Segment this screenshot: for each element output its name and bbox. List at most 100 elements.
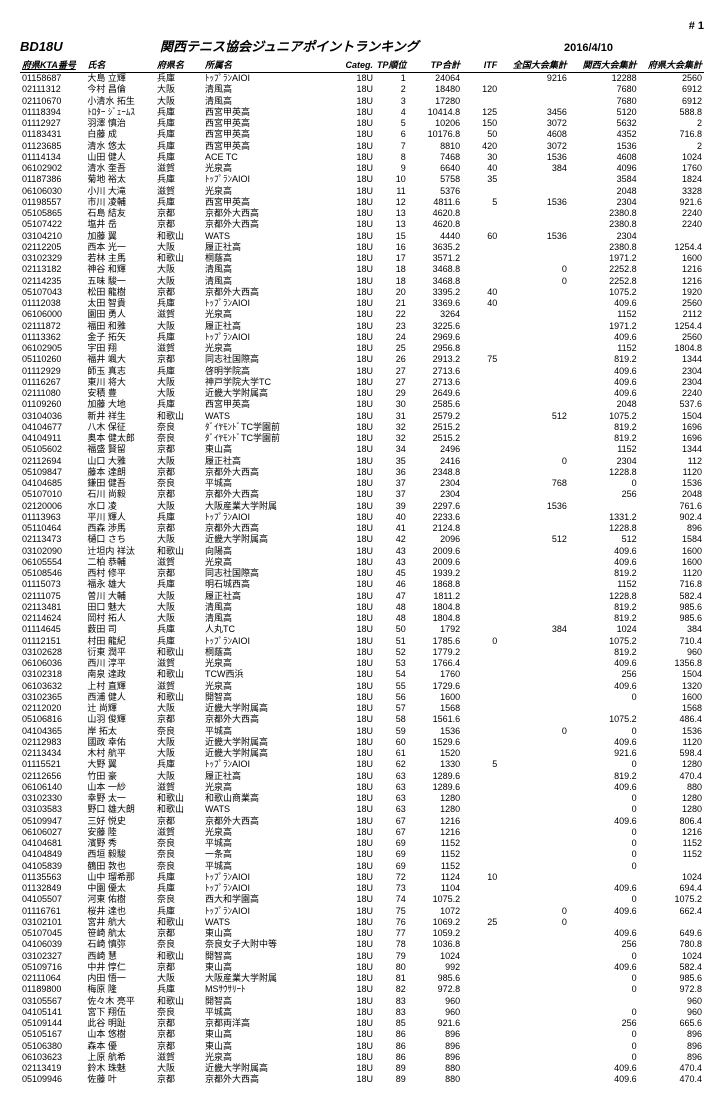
cell: 石島 結友 bbox=[85, 208, 155, 219]
cell: 兵庫 bbox=[155, 197, 203, 208]
cell: 1344 bbox=[639, 444, 704, 455]
cell: 18U bbox=[327, 681, 375, 692]
cell: 1104 bbox=[408, 883, 462, 894]
table-row: 01112927羽澤 慎治兵庫西宮甲英高18U51020615030725632… bbox=[20, 118, 704, 129]
cell bbox=[639, 231, 704, 242]
cell: 西大和学園高 bbox=[203, 894, 327, 905]
cell: 0 bbox=[569, 849, 639, 860]
cell bbox=[462, 242, 499, 253]
cell: 40 bbox=[462, 163, 499, 174]
cell: 63 bbox=[375, 793, 408, 804]
cell: 和歌山 bbox=[155, 669, 203, 680]
cell: 2649.6 bbox=[408, 388, 462, 399]
cell: 2304 bbox=[639, 366, 704, 377]
cell: 01115521 bbox=[20, 759, 85, 770]
cell bbox=[462, 579, 499, 590]
cell: 明石城西高 bbox=[203, 579, 327, 590]
cell: 奈良 bbox=[155, 939, 203, 950]
table-row: 02113481田口 魅大大阪清風高18U481804.8819.2985.6 bbox=[20, 602, 704, 613]
cell: 大阪 bbox=[155, 377, 203, 388]
cell: 東山高 bbox=[203, 444, 327, 455]
col-categ: Categ. bbox=[327, 57, 375, 73]
cell: 兵庫 bbox=[155, 624, 203, 635]
cell: 1804.8 bbox=[639, 343, 704, 354]
cell: 和歌山 bbox=[155, 647, 203, 658]
cell: 470.4 bbox=[639, 771, 704, 782]
cell: 18U bbox=[327, 1052, 375, 1063]
title-left: BD18U bbox=[20, 39, 160, 54]
cell: 7468 bbox=[408, 152, 462, 163]
cell: 05110260 bbox=[20, 354, 85, 365]
cell: 2 bbox=[639, 118, 704, 129]
cell bbox=[462, 467, 499, 478]
cell: 6912 bbox=[639, 96, 704, 107]
table-row: 05109716中井 惇仁京都東山高18U80992409.6582.4 bbox=[20, 962, 704, 973]
cell bbox=[462, 669, 499, 680]
cell: 10 bbox=[375, 174, 408, 185]
cell: 05109947 bbox=[20, 816, 85, 827]
cell: 05108546 bbox=[20, 568, 85, 579]
cell: 2096 bbox=[408, 534, 462, 545]
cell: 01109260 bbox=[20, 399, 85, 410]
cell: 761.6 bbox=[639, 501, 704, 512]
cell: 1760 bbox=[408, 669, 462, 680]
cell: 3395.2 bbox=[408, 287, 462, 298]
cell: 和歌山 bbox=[155, 411, 203, 422]
cell: 兵庫 bbox=[155, 141, 203, 152]
cell: 01112927 bbox=[20, 118, 85, 129]
table-row: 01115521大野 翼兵庫ﾄｯﾌﾟﾗﾝAIOI18U621330501280 bbox=[20, 759, 704, 770]
table-row: 03102090辻坦内 祥汰和歌山向陽高18U432009.6409.61600 bbox=[20, 546, 704, 557]
table-row: 01115073福永 雄大兵庫明石城西高18U461868.81152716.8 bbox=[20, 579, 704, 590]
cell: 1536 bbox=[569, 141, 639, 152]
cell: 24 bbox=[375, 332, 408, 343]
cell: 01158687 bbox=[20, 73, 85, 85]
cell: 18U bbox=[327, 669, 375, 680]
cell: 大阪 bbox=[155, 748, 203, 759]
cell: 409.6 bbox=[569, 298, 639, 309]
cell: ﾄｯﾌﾟﾗﾝAIOI bbox=[203, 298, 327, 309]
cell: 1120 bbox=[639, 737, 704, 748]
cell bbox=[462, 1063, 499, 1074]
table-row: 03104036新井 祥生和歌山WATS18U312579.25121075.2… bbox=[20, 411, 704, 422]
cell: 4620.8 bbox=[408, 208, 462, 219]
cell: 2048 bbox=[639, 489, 704, 500]
cell: 京都 bbox=[155, 714, 203, 725]
cell: 4096 bbox=[569, 163, 639, 174]
cell bbox=[462, 264, 499, 275]
cell: 1072 bbox=[408, 906, 462, 917]
cell: 30 bbox=[462, 152, 499, 163]
table-row: 02111080安積 豊大阪近畿大学附属高18U292649.6409.6224… bbox=[20, 388, 704, 399]
cell: 05110464 bbox=[20, 523, 85, 534]
cell: 2560 bbox=[639, 332, 704, 343]
cell: 3 bbox=[375, 96, 408, 107]
cell: 辻坦内 祥汰 bbox=[85, 546, 155, 557]
cell: 27 bbox=[375, 377, 408, 388]
cell: 樋口 さち bbox=[85, 534, 155, 545]
table-row: 01158687大島 立輝兵庫ﾄｯﾌﾟﾗﾝAIOI18U124064921612… bbox=[20, 73, 704, 85]
cell: 985.6 bbox=[639, 602, 704, 613]
cell: 滋賀 bbox=[155, 309, 203, 320]
table-row: 06106027安藤 陸滋賀光泉高18U67121601216 bbox=[20, 827, 704, 838]
cell: 京都外大西高 bbox=[203, 208, 327, 219]
table-row: 06102902清水 奎吾滋賀光泉高18U966404038440961760 bbox=[20, 163, 704, 174]
cell: 409.6 bbox=[569, 816, 639, 827]
cell: 18U bbox=[327, 152, 375, 163]
cell: 43 bbox=[375, 546, 408, 557]
cell bbox=[499, 703, 569, 714]
cell bbox=[462, 816, 499, 827]
cell: 02114624 bbox=[20, 613, 85, 624]
cell: 902.4 bbox=[639, 512, 704, 523]
cell: 村田 龍紀 bbox=[85, 636, 155, 647]
table-row: 01187386菊地 裕太兵庫ﾄｯﾌﾟﾗﾝAIOI18U105758353584… bbox=[20, 174, 704, 185]
cell: 537.6 bbox=[639, 399, 704, 410]
cell: 76 bbox=[375, 917, 408, 928]
table-row: 03105567佐々木 亮平和歌山開智高18U83960960 bbox=[20, 996, 704, 1007]
cell: 18U bbox=[327, 1029, 375, 1040]
table-row: 02111872福田 和雅大阪履正社高18U233225.61971.21254… bbox=[20, 321, 704, 332]
cell: 京都 bbox=[155, 928, 203, 939]
cell: 04105141 bbox=[20, 1007, 85, 1018]
cell: 東川 将大 bbox=[85, 377, 155, 388]
cell: 2713.6 bbox=[408, 377, 462, 388]
cell: 奈良 bbox=[155, 838, 203, 849]
cell: 7680 bbox=[569, 84, 639, 95]
